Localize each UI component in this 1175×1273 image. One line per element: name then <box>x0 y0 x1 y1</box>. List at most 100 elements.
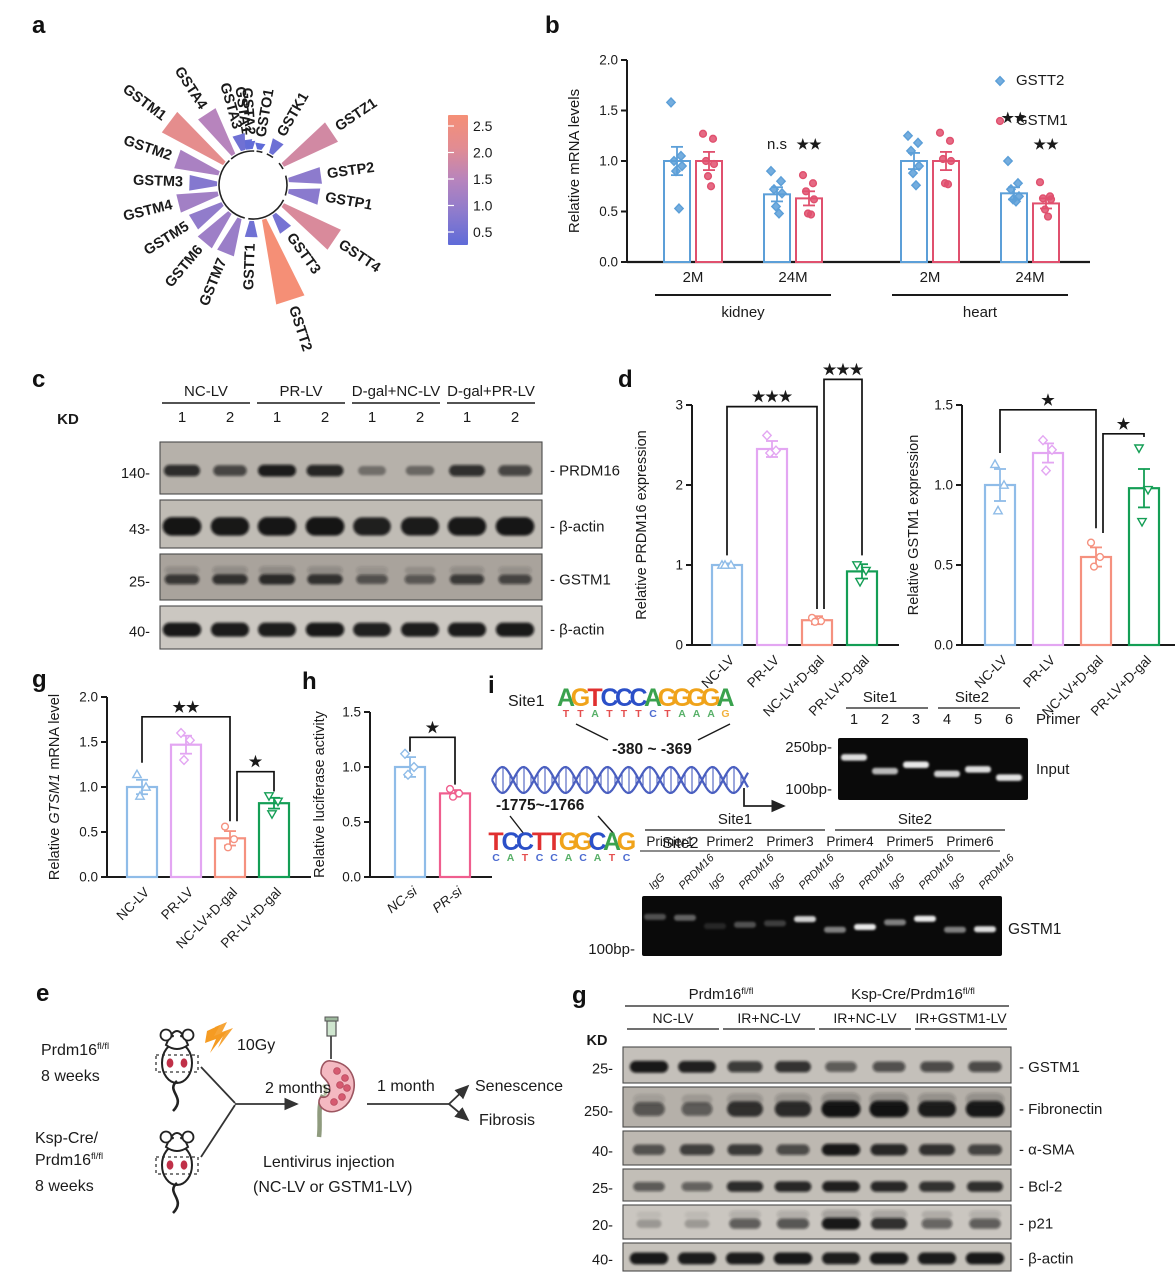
data-point <box>665 97 677 108</box>
gel1-lane: 3 <box>912 712 920 728</box>
kd-title: KD <box>57 411 79 428</box>
mouse2-age: 8 weeks <box>35 1178 94 1195</box>
kd-marker: 40- <box>592 1144 613 1160</box>
data-point <box>1005 183 1017 195</box>
primer-label: Primer <box>1036 711 1080 728</box>
protein-band <box>498 465 532 476</box>
gel1-lane: 4 <box>943 712 951 728</box>
x-slot-label: 24M <box>778 269 807 286</box>
y-tick: 1.5 <box>934 398 953 413</box>
colorbar-tick: 0.5 <box>473 224 493 240</box>
y-tick: 1.5 <box>342 705 361 720</box>
time2-label: 1 month <box>377 1078 435 1095</box>
data-point <box>764 447 776 459</box>
blot-group-label: PR-LV <box>279 383 322 400</box>
panel-label-g2: g <box>572 982 587 1009</box>
data-point <box>229 835 239 844</box>
legend-label: GSTT2 <box>1016 72 1064 89</box>
radiation-bolt-icon <box>205 1022 233 1053</box>
data-point <box>946 156 956 166</box>
lane-number: 2 <box>321 409 329 426</box>
axis-arc <box>248 199 285 220</box>
radial-bar-GSTK1 <box>269 138 284 155</box>
gel2-site1: Site1 <box>718 811 752 828</box>
y-tick: 0 <box>675 638 683 653</box>
data-point <box>761 429 773 441</box>
protein-band <box>870 1181 908 1192</box>
protein-band <box>965 1252 1005 1265</box>
site2-label: Site2 <box>662 835 699 852</box>
blot-group-label: IR+GSTM1-LV <box>915 1010 1007 1026</box>
supergroup-label: Prdm16fl/fl <box>689 986 754 1003</box>
protein-band <box>869 1252 909 1265</box>
data-point <box>854 577 866 588</box>
gene-label: GSTM7 <box>197 256 231 308</box>
logo-sub-letter: T <box>577 708 584 720</box>
gel1-site1: Site1 <box>863 689 897 706</box>
data-point <box>995 116 1005 126</box>
data-point <box>1089 562 1099 571</box>
panel-label-e: e <box>36 980 50 1007</box>
radial-bar-GSTM3 <box>189 174 218 191</box>
gel2-band <box>794 916 816 923</box>
radial-bar-GSTT4 <box>281 203 341 250</box>
outcome-fibrosis: Fibrosis <box>479 1112 535 1129</box>
protein-band <box>821 1143 861 1156</box>
data-point <box>1035 178 1045 187</box>
blot-group-label: NC-LV <box>653 1010 695 1026</box>
data-point <box>709 159 719 169</box>
sig-label: ★ <box>426 719 440 736</box>
y-tick: 3 <box>675 398 683 413</box>
kd-marker: 140- <box>121 466 150 482</box>
data-point <box>809 195 819 204</box>
radial-bar-GSTA3 <box>232 133 246 152</box>
bar-NC-LV+D-gal <box>1079 555 1113 647</box>
primer-group-label: Primer1 <box>646 834 693 849</box>
gel1-lane: 6 <box>1005 712 1013 728</box>
data-point <box>913 160 925 172</box>
data-point <box>770 201 782 212</box>
gel2-lane-label: IgG <box>767 871 788 892</box>
data-point <box>860 566 872 577</box>
protein-band <box>969 1218 1001 1229</box>
western-blot-g2: Prdm16fl/fl Ksp-Cre/Prdm16fl/fl NC-LV IR+NC… <box>584 986 1102 1272</box>
lane-number: 1 <box>368 409 376 426</box>
gel2-site2: Site2 <box>898 811 932 828</box>
group-label: heart <box>963 304 998 321</box>
panel-label-b: b <box>545 12 560 39</box>
radial-bar-GSTA4 <box>198 108 236 157</box>
data-point <box>708 134 718 143</box>
protein-band <box>677 1252 717 1265</box>
primer-group-label: Primer5 <box>886 834 933 849</box>
dna-strand <box>491 765 749 795</box>
x-category-label: PR-LV <box>158 885 196 923</box>
bar-PR-LV+D-gal <box>1127 487 1161 647</box>
radial-bar-GSTZ1 <box>281 122 339 167</box>
sig-label: ★★ <box>1033 136 1059 152</box>
bar-PR-LV <box>169 743 203 879</box>
data-point <box>701 156 711 166</box>
data-point <box>765 165 777 177</box>
protein-band <box>498 574 532 585</box>
radial-bar-GSTP1 <box>288 188 321 205</box>
data-point <box>719 559 731 569</box>
protein-band <box>401 622 439 637</box>
sig-label: n.s <box>767 136 787 153</box>
gel2-image <box>642 896 1002 956</box>
radial-bar-GSTP2 <box>288 167 322 184</box>
injection-label-2: (NC-LV or GSTM1-LV) <box>253 1179 412 1196</box>
protein-label: - p21 <box>1019 1216 1053 1233</box>
y-tick: 2 <box>675 478 683 493</box>
protein-band <box>307 574 343 585</box>
data-point <box>220 822 230 831</box>
blot-group-label: D-gal+PR-LV <box>447 383 535 400</box>
gene-label: GSTT1 <box>241 243 259 290</box>
data-point <box>808 179 818 188</box>
data-point <box>801 187 811 196</box>
protein-band <box>727 1061 763 1073</box>
logo-letter: G <box>559 828 578 856</box>
radial-bar-GSTM7 <box>217 217 242 257</box>
protein-band <box>449 574 485 585</box>
gel2-lane-label: IgG <box>887 871 908 892</box>
